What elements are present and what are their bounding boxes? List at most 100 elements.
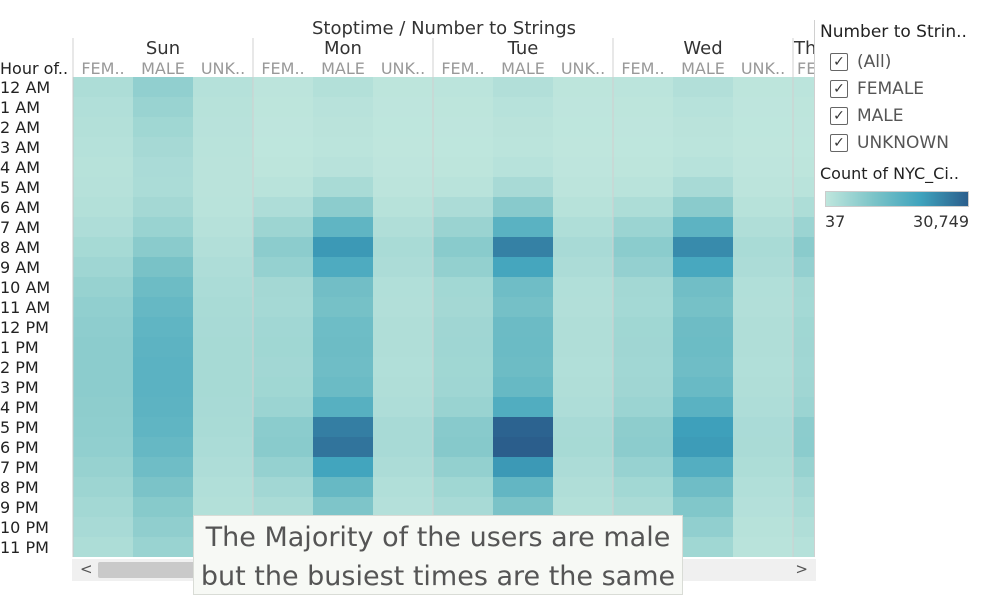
heatmap-cell[interactable] <box>793 257 815 277</box>
heatmap-cell[interactable] <box>493 417 553 437</box>
heatmap-cell[interactable] <box>433 77 493 97</box>
heatmap-cell[interactable] <box>493 437 553 457</box>
heatmap-cell[interactable] <box>193 297 253 317</box>
heatmap-cell[interactable] <box>313 437 373 457</box>
heatmap-cell[interactable] <box>733 297 793 317</box>
heatmap-cell[interactable] <box>493 197 553 217</box>
heatmap-cell[interactable] <box>433 217 493 237</box>
heatmap-cell[interactable] <box>613 137 673 157</box>
heatmap-cell[interactable] <box>253 477 313 497</box>
heatmap-cell[interactable] <box>733 77 793 97</box>
heatmap-cell[interactable] <box>793 477 815 497</box>
heatmap-cell[interactable] <box>193 377 253 397</box>
heatmap-cell[interactable] <box>493 497 553 517</box>
heatmap-cell[interactable] <box>673 297 733 317</box>
heatmap-cell[interactable] <box>313 397 373 417</box>
heatmap-cell[interactable] <box>253 117 313 137</box>
heatmap-cell[interactable] <box>253 217 313 237</box>
heatmap-cell[interactable] <box>373 437 433 457</box>
heatmap-cell[interactable] <box>133 157 193 177</box>
heatmap-cell[interactable] <box>613 297 673 317</box>
heatmap-cell[interactable] <box>733 157 793 177</box>
heatmap-cell[interactable] <box>373 137 433 157</box>
heatmap-cell[interactable] <box>253 257 313 277</box>
heatmap-cell[interactable] <box>133 477 193 497</box>
heatmap-cell[interactable] <box>253 377 313 397</box>
heatmap-cell[interactable] <box>553 377 613 397</box>
heatmap-cell[interactable] <box>253 457 313 477</box>
filter-item-all[interactable]: ✓ (All) <box>820 48 980 75</box>
heatmap-cell[interactable] <box>73 537 133 557</box>
heatmap-cell[interactable] <box>433 477 493 497</box>
heatmap-cell[interactable] <box>73 297 133 317</box>
heatmap-cell[interactable] <box>373 417 433 437</box>
heatmap-cell[interactable] <box>673 457 733 477</box>
heatmap-cell[interactable] <box>313 297 373 317</box>
heatmap-cell[interactable] <box>73 157 133 177</box>
heatmap-cell[interactable] <box>253 497 313 517</box>
heatmap-cell[interactable] <box>253 397 313 417</box>
heatmap-cell[interactable] <box>493 257 553 277</box>
heatmap-cell[interactable] <box>793 317 815 337</box>
heatmap-cell[interactable] <box>733 417 793 437</box>
heatmap-cell[interactable] <box>673 177 733 197</box>
heatmap-cell[interactable] <box>433 417 493 437</box>
heatmap-cell[interactable] <box>133 297 193 317</box>
heatmap-cell[interactable] <box>613 237 673 257</box>
heatmap-cell[interactable] <box>733 437 793 457</box>
heatmap-cell[interactable] <box>733 197 793 217</box>
heatmap-cell[interactable] <box>553 357 613 377</box>
heatmap-cell[interactable] <box>373 217 433 237</box>
heatmap-cell[interactable] <box>133 317 193 337</box>
heatmap-cell[interactable] <box>133 537 193 557</box>
heatmap-cell[interactable] <box>493 377 553 397</box>
heatmap-cell[interactable] <box>613 117 673 137</box>
heatmap-cell[interactable] <box>553 77 613 97</box>
heatmap-cell[interactable] <box>613 477 673 497</box>
heatmap-cell[interactable] <box>313 377 373 397</box>
heatmap-cell[interactable] <box>193 137 253 157</box>
heatmap-cell[interactable] <box>373 177 433 197</box>
heatmap-cell[interactable] <box>373 357 433 377</box>
heatmap-cell[interactable] <box>253 277 313 297</box>
heatmap-cell[interactable] <box>553 337 613 357</box>
heatmap-cell[interactable] <box>133 417 193 437</box>
heatmap-cell[interactable] <box>613 157 673 177</box>
heatmap-cell[interactable] <box>733 317 793 337</box>
heatmap-cell[interactable] <box>133 397 193 417</box>
heatmap-cell[interactable] <box>733 257 793 277</box>
heatmap-cell[interactable] <box>73 257 133 277</box>
heatmap-cell[interactable] <box>553 437 613 457</box>
heatmap-cell[interactable] <box>433 397 493 417</box>
heatmap-cell[interactable] <box>133 97 193 117</box>
heatmap-cell[interactable] <box>313 217 373 237</box>
heatmap-cell[interactable] <box>553 177 613 197</box>
heatmap-cell[interactable] <box>733 97 793 117</box>
heatmap-cell[interactable] <box>493 277 553 297</box>
heatmap-cell[interactable] <box>133 517 193 537</box>
heatmap-cell[interactable] <box>133 277 193 297</box>
heatmap-cell[interactable] <box>133 437 193 457</box>
heatmap-cell[interactable] <box>313 257 373 277</box>
heatmap-cell[interactable] <box>373 197 433 217</box>
heatmap-cell[interactable] <box>793 377 815 397</box>
heatmap-cell[interactable] <box>493 397 553 417</box>
heatmap-cell[interactable] <box>793 457 815 477</box>
heatmap-cell[interactable] <box>613 417 673 437</box>
heatmap-cell[interactable] <box>673 217 733 237</box>
heatmap-cell[interactable] <box>433 457 493 477</box>
heatmap-cell[interactable] <box>553 497 613 517</box>
heatmap-cell[interactable] <box>733 457 793 477</box>
heatmap-cell[interactable] <box>193 457 253 477</box>
heatmap-cell[interactable] <box>373 257 433 277</box>
heatmap-cell[interactable] <box>733 477 793 497</box>
heatmap-cell[interactable] <box>133 497 193 517</box>
heatmap-cell[interactable] <box>493 457 553 477</box>
heatmap-cell[interactable] <box>493 477 553 497</box>
heatmap-cell[interactable] <box>673 397 733 417</box>
heatmap-cell[interactable] <box>553 417 613 437</box>
heatmap-cell[interactable] <box>133 197 193 217</box>
heatmap-cell[interactable] <box>733 277 793 297</box>
heatmap-cell[interactable] <box>673 477 733 497</box>
heatmap-cell[interactable] <box>673 437 733 457</box>
